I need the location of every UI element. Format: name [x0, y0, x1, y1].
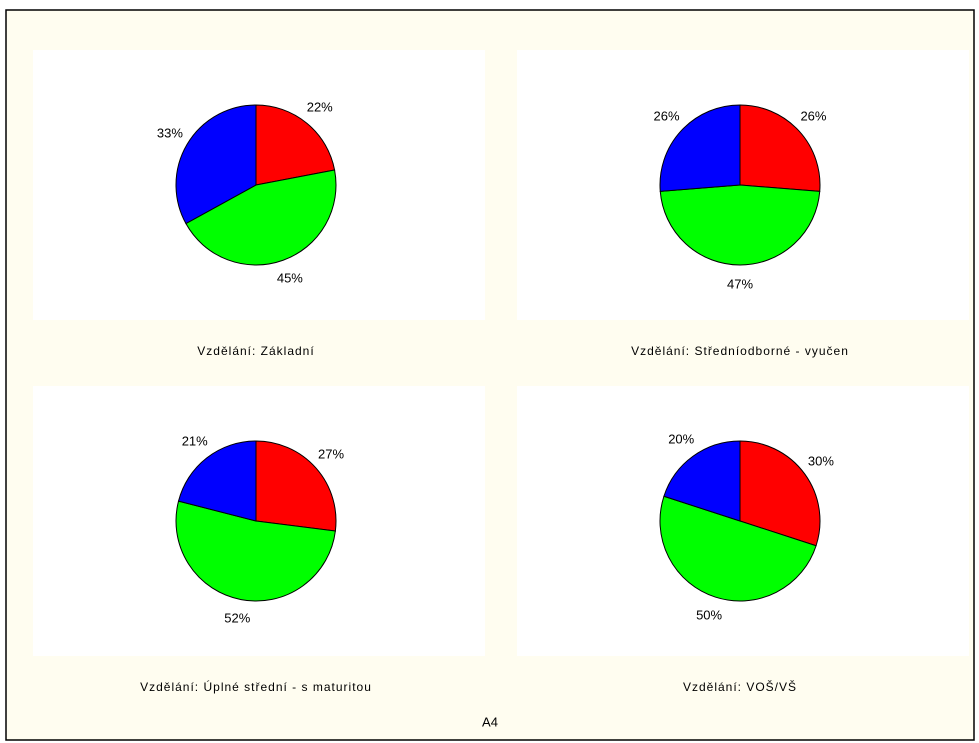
slice-label: 33% — [157, 126, 183, 141]
pie-slice — [739, 440, 821, 547]
chart-title: Vzdělání: Základní — [197, 344, 314, 358]
slice-label: 27% — [318, 446, 344, 461]
slice-label: 30% — [808, 454, 834, 469]
slice-label: 47% — [727, 276, 753, 291]
slice-label: 45% — [277, 271, 303, 286]
pie-slice — [185, 169, 337, 266]
pie-slice — [739, 104, 821, 192]
slice-label: 20% — [668, 432, 694, 447]
pie-slice — [175, 500, 336, 602]
slice-label: 52% — [224, 611, 250, 626]
slice-label: 21% — [182, 433, 208, 448]
pie-slice — [255, 104, 336, 186]
chart-title: Vzdělání: Úplné střední - s maturitou — [140, 679, 372, 694]
slice-label: 50% — [696, 608, 722, 623]
pie-slice — [659, 495, 817, 602]
slice-label: 26% — [800, 109, 826, 124]
pie-slice — [659, 104, 741, 192]
chart-title: Vzdělání: VOŠ/VŠ — [683, 679, 797, 694]
slice-label: 22% — [307, 99, 333, 114]
pie-slice — [663, 440, 741, 522]
pie-slice — [659, 184, 821, 266]
slice-label: 26% — [654, 109, 680, 124]
pie-slice — [175, 104, 257, 225]
footer: A4 — [482, 714, 498, 729]
chart-title: Vzdělání: Středníodborné - vyučen — [631, 344, 849, 358]
pie-slice — [255, 440, 337, 532]
pie-slice — [177, 440, 257, 522]
